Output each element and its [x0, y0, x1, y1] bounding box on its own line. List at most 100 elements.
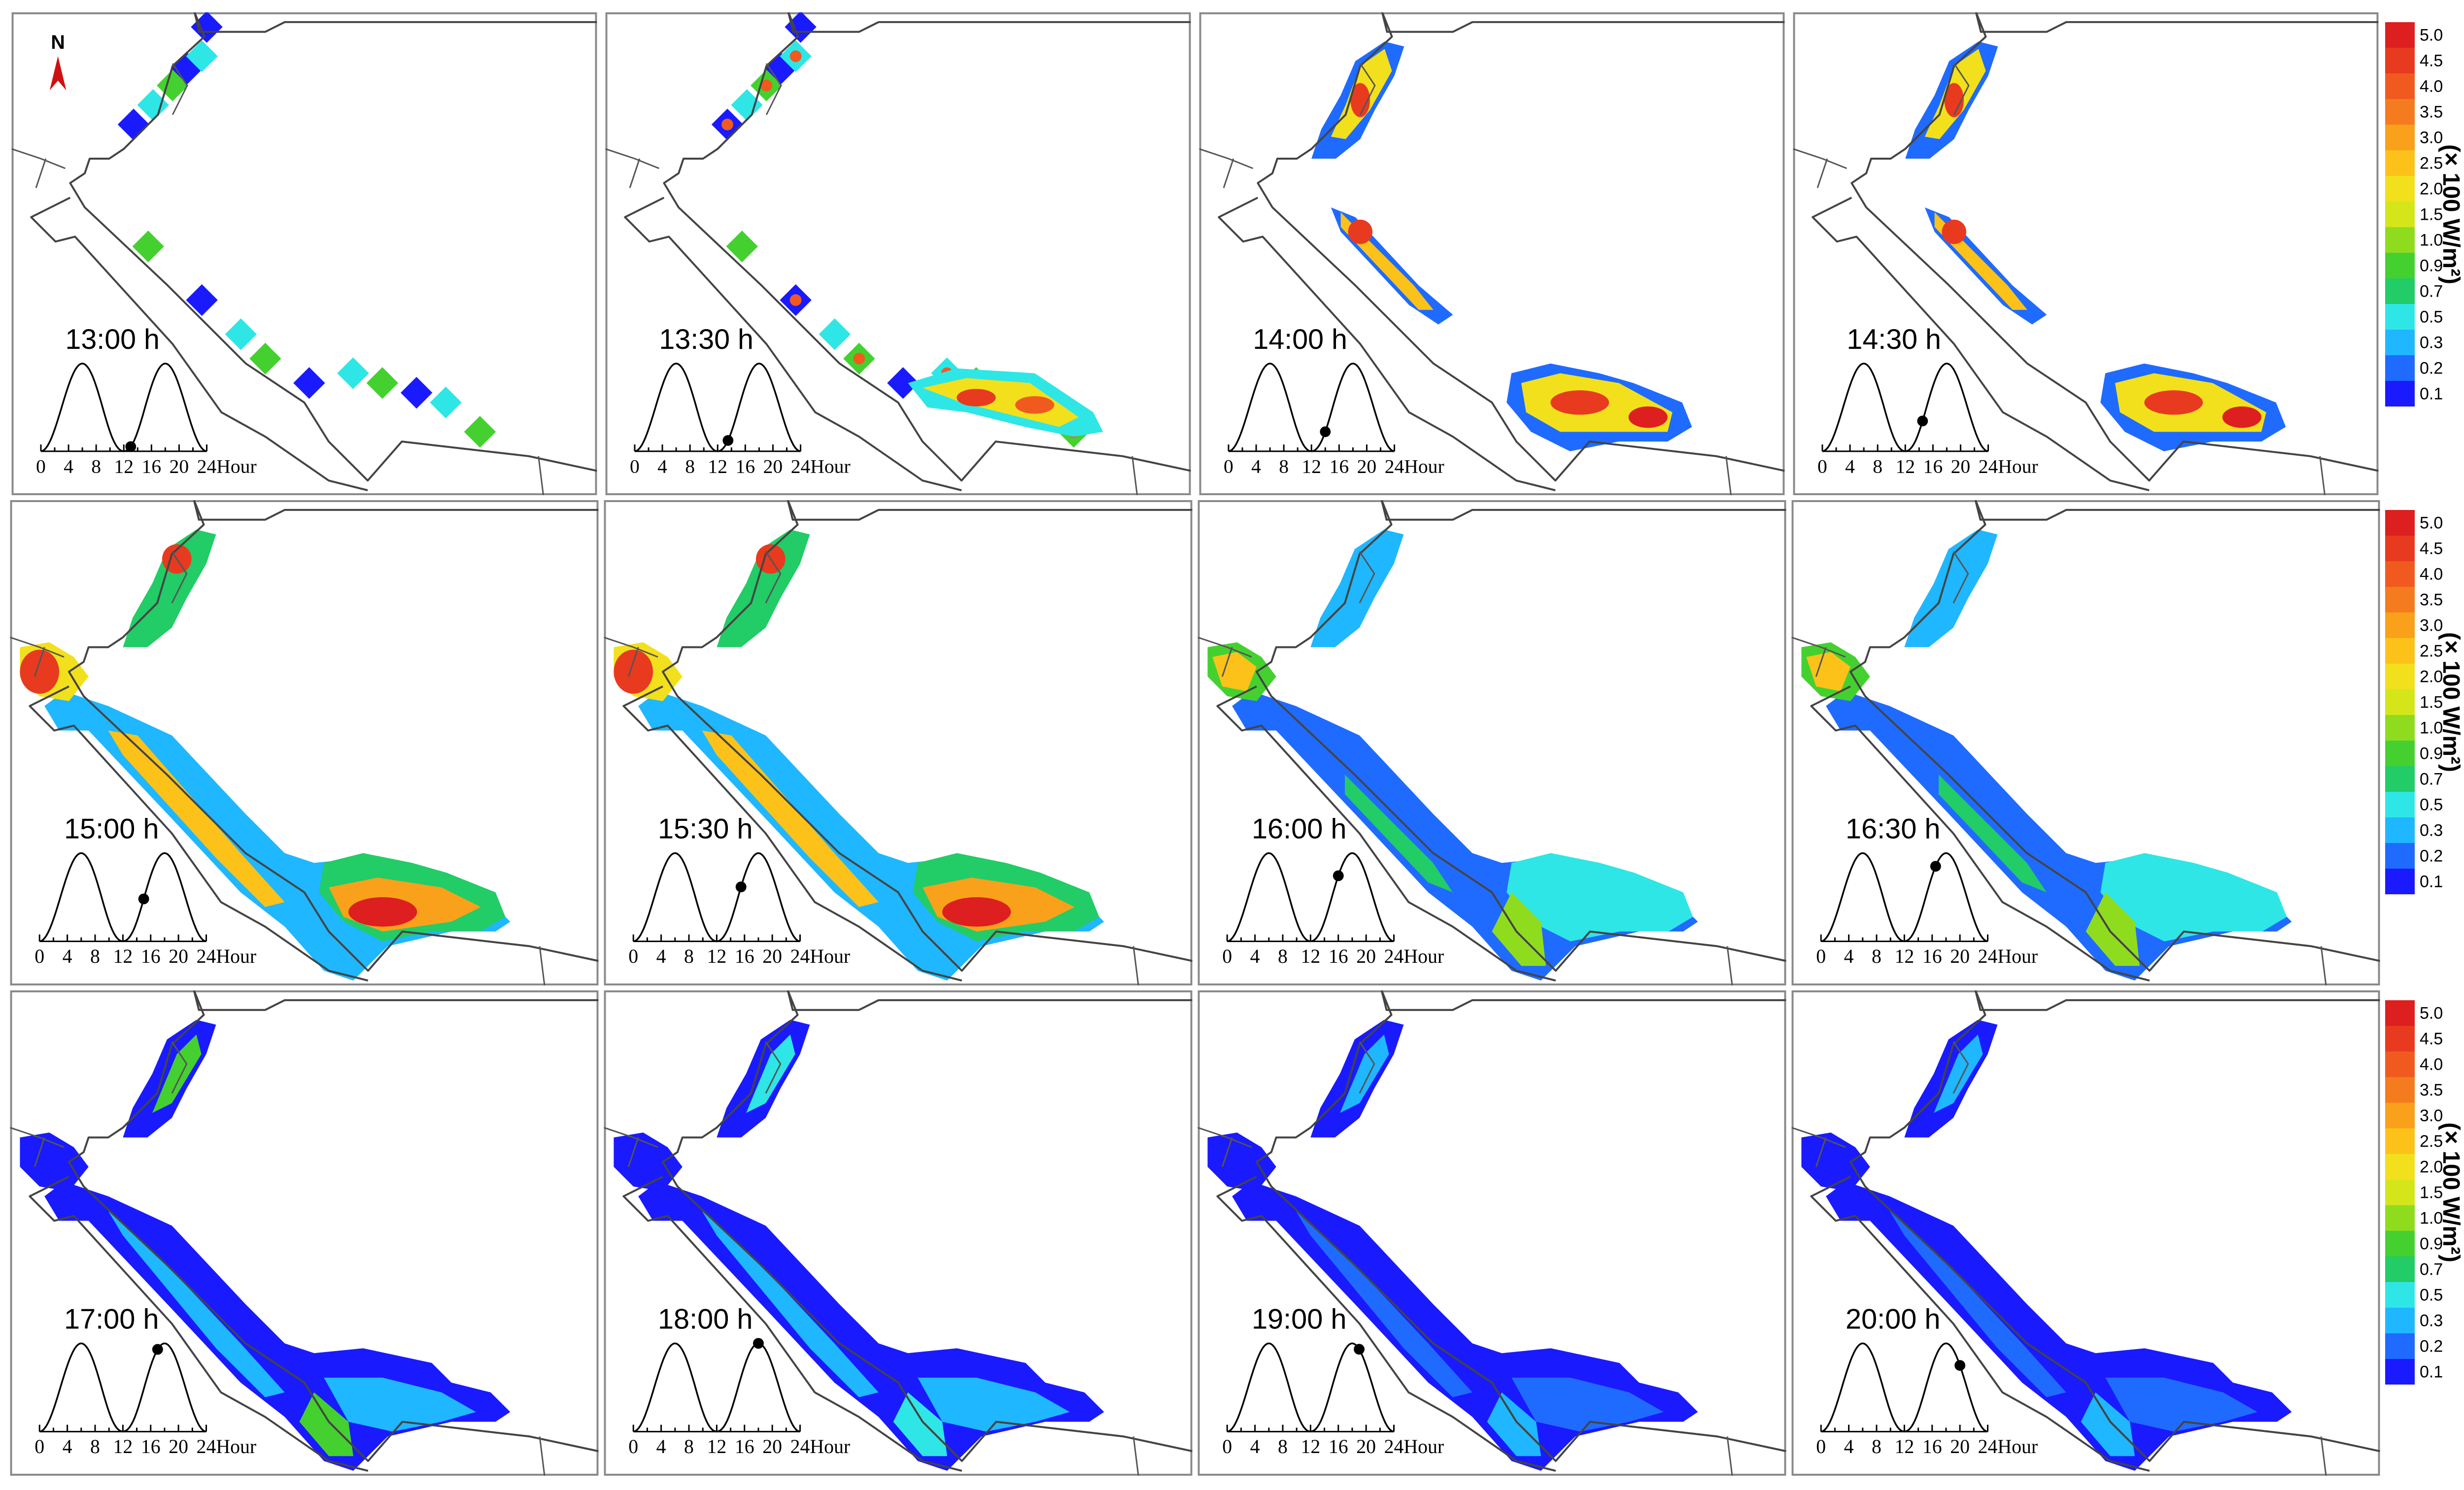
- river: [11, 63, 545, 495]
- river: [1199, 63, 1732, 495]
- flux-region: [702, 1211, 879, 1397]
- coastline: [1849, 500, 2380, 972]
- colorbar-label: 1.0: [2420, 1209, 2443, 1227]
- coastline: [661, 500, 1193, 972]
- tide-inset: 0 4 8 12 16 20 24 Hour: [630, 362, 851, 477]
- flux-layer: [614, 1019, 1104, 1471]
- tide-axis-label: Hour: [1403, 946, 1444, 967]
- colorbar-swatch: [2385, 561, 2415, 587]
- flux-region: [918, 1378, 1070, 1432]
- tide-tick-label: 16: [1330, 455, 1349, 477]
- tide-axis-label: Hour: [216, 1436, 256, 1457]
- flux-region: [1806, 652, 1850, 692]
- tide-tick-label: 12: [707, 946, 726, 967]
- colorbar-swatch: [2385, 48, 2415, 73]
- tide-tick-label: 20: [1950, 946, 1970, 967]
- colorbar-swatch: [2385, 304, 2415, 330]
- colorbar-swatch: [2385, 1205, 2415, 1231]
- colorbar-label: 3.0: [2420, 1106, 2443, 1125]
- colorbar-swatch: [2385, 150, 2415, 176]
- colorbar-label: 0.5: [2420, 307, 2443, 326]
- flux-layer: [1905, 41, 2286, 451]
- tide-tick-label: 20: [762, 1436, 782, 1457]
- colorbar-swatch: [2385, 1359, 2415, 1385]
- flux-hotspot: [1015, 396, 1055, 414]
- current-time-marker: [125, 441, 137, 452]
- colorbar-label: 1.5: [2420, 693, 2443, 711]
- colorbar-swatch: [2385, 1256, 2415, 1282]
- tide-tick-label: 24: [1978, 946, 1998, 967]
- colorbar-label: 0.2: [2420, 359, 2443, 377]
- map-panel-2000h: 20:00 h 0 4 8 12 16 20 24 Hour: [1791, 990, 2380, 1476]
- tide-inset: 0 4 8 12 16 20 24 Hour: [36, 362, 257, 477]
- tide-tick-label: 4: [1844, 1436, 1854, 1457]
- tide-tick-label: 20: [170, 455, 189, 477]
- tide-inset: 0 4 8 12 16 20 24 Hour: [1222, 1342, 1444, 1457]
- tide-axis-label: Hour: [1404, 455, 1444, 477]
- tide-tick-label: 0: [1222, 1436, 1232, 1457]
- map-panel-1700h: 17:00 h 0 4 8 12 16 20 24 Hour: [10, 990, 599, 1476]
- colorbar-unit: (× 100 W/m²): [2438, 144, 2464, 284]
- river: [1198, 551, 1733, 985]
- tide-tick-label: 4: [656, 946, 666, 967]
- tide-tick-label: 20: [1356, 946, 1376, 967]
- tide-axis-label: Hour: [216, 946, 256, 967]
- flux-layer: [1801, 1019, 2292, 1471]
- flux-hotspot: [1942, 219, 1966, 244]
- colorbar-label: 0.3: [2420, 821, 2443, 840]
- time-label: 16:30 h: [1846, 813, 1940, 845]
- tide-tick-label: 8: [91, 455, 101, 477]
- flux-hotspot: [1348, 219, 1372, 244]
- colorbar-label: 3.5: [2420, 590, 2443, 609]
- coastline: [1810, 1176, 2150, 1472]
- flux-layer: [1311, 41, 1692, 451]
- flux-region: [1207, 1132, 1276, 1191]
- coastline: [1849, 990, 2380, 1462]
- flux-region: [299, 1392, 353, 1456]
- tide-axis-label: Hour: [216, 455, 256, 477]
- flux-region: [746, 1034, 795, 1113]
- tide-tick-label: 12: [707, 1436, 726, 1457]
- tide-tick-label: 0: [36, 455, 46, 477]
- tide-tick-label: 8: [1873, 455, 1882, 477]
- river: [604, 551, 1139, 985]
- colorbar: 5.0 4.5 4.0 3.5 3.0 2.5 2.0 1.5 1.0 0.9 0.7 0.5 0.3 0…: [2385, 1000, 2464, 1385]
- tide-tick-label: 4: [1844, 946, 1854, 967]
- colorbar-label: 4.5: [2420, 539, 2443, 558]
- colorbar-label: 0.1: [2420, 1362, 2443, 1381]
- colorbar-label: 3.5: [2420, 1081, 2443, 1099]
- colorbar-label: 3.0: [2420, 128, 2443, 147]
- tide-tick-label: 20: [1950, 1436, 1970, 1457]
- colorbar-swatch: [2385, 381, 2415, 406]
- tide-tick-label: 0: [1816, 1436, 1826, 1457]
- flux-region: [1310, 529, 1404, 647]
- tide-tick-label: 8: [684, 1436, 694, 1457]
- coastline: [1216, 685, 1556, 982]
- map-panel-1400h: 14:00 h 0 4 8 12 16 20 24 Hour: [1199, 12, 1785, 495]
- panel-frame: [11, 12, 597, 495]
- tide-tick-label: 16: [1329, 946, 1348, 967]
- flux-layer: [117, 12, 496, 448]
- flux-hotspot: [2222, 406, 2261, 428]
- coastline: [29, 685, 369, 982]
- colorbar-label: 0.9: [2420, 1234, 2443, 1253]
- coastline: [69, 12, 597, 482]
- north-arrow-label: N: [51, 32, 65, 53]
- river: [10, 1041, 546, 1476]
- current-time-marker: [1320, 426, 1331, 438]
- tide-tick-label: 4: [64, 455, 73, 477]
- flux-region: [2105, 1378, 2258, 1432]
- tide-axis-label: Hour: [810, 455, 850, 477]
- tide-tick-label: 16: [1329, 1436, 1348, 1457]
- panel-frame: [1793, 12, 2379, 495]
- colorbar-label: 0.9: [2420, 744, 2443, 763]
- colorbar-swatch: [2385, 1308, 2415, 1333]
- flux-hotspot: [942, 897, 1011, 927]
- flux-region: [123, 529, 216, 647]
- current-time-marker: [753, 1338, 764, 1349]
- flux-region: [1345, 775, 1453, 892]
- tide-inset: 0 4 8 12 16 20 24 Hour: [1222, 852, 1444, 967]
- flux-region: [1506, 853, 1693, 942]
- north-arrow-icon: [49, 56, 67, 91]
- coastline: [622, 1176, 962, 1472]
